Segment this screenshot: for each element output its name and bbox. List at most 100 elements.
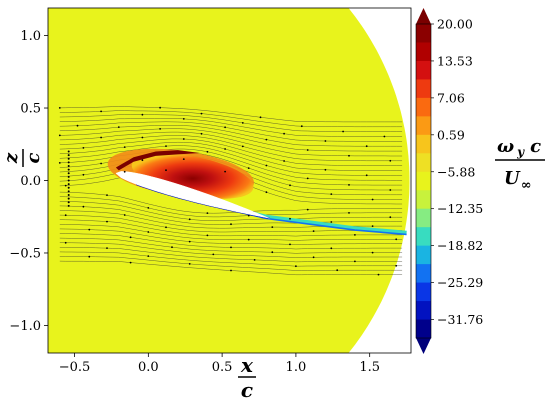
colorbar: 20.00 13.53 7.06 0.59 −5.88 −12.35 −18.82 −25.2… [415, 8, 483, 354]
streamline [59, 196, 403, 218]
streamline-marker [206, 234, 209, 237]
streamline-marker [389, 189, 392, 191]
streamline [59, 114, 403, 132]
streamline-marker [348, 184, 350, 186]
streamline-marker [188, 240, 191, 243]
streamline [59, 131, 403, 157]
streamline-marker [354, 260, 356, 263]
colorbar-band [416, 42, 431, 62]
streamline-marker [147, 231, 150, 233]
streamline-marker [206, 150, 209, 153]
y-tick-label: 1.0 [20, 29, 41, 44]
streamline [59, 256, 403, 271]
streamline-marker [383, 135, 386, 138]
streamline-marker [224, 170, 227, 173]
streamline-marker [165, 145, 167, 148]
streamline-marker [67, 157, 70, 160]
colorbar-band [416, 24, 431, 44]
streamline-marker [271, 251, 274, 254]
streamline-marker [182, 158, 185, 161]
streamline [59, 138, 403, 166]
y-tick-label: 0.5 [20, 102, 41, 117]
streamline [59, 191, 403, 214]
y-axis-label-denominator: c [23, 152, 44, 163]
streamline-marker [348, 154, 350, 157]
streamlines [59, 106, 403, 276]
streamline-marker [271, 226, 274, 229]
streamline-marker [342, 130, 344, 133]
streamline [59, 237, 403, 254]
streamline-marker [283, 132, 285, 135]
streamline-marker [230, 246, 232, 249]
streamline-marker [82, 205, 85, 208]
streamline-marker [365, 145, 368, 148]
colorbar-band [416, 97, 431, 117]
colorbar-band [416, 301, 431, 321]
streamline-marker [188, 218, 191, 221]
y-axis-label-numerator: z [1, 152, 22, 164]
colorbar-tick-label: −18.82 [437, 238, 483, 253]
streamline-marker [389, 216, 392, 219]
streamline-marker [141, 159, 144, 162]
x-tick-label: 1.5 [359, 360, 380, 375]
colorbar-label-subscript-y: y [516, 145, 525, 159]
streamline-marker [165, 169, 167, 172]
streamline-marker [171, 246, 173, 249]
streamline-marker [67, 197, 70, 200]
streamline-marker [300, 125, 303, 128]
airfoil-body [115, 171, 270, 219]
streamline-marker [324, 140, 327, 142]
colorbar-min-extension [416, 338, 431, 354]
streamline-marker [371, 225, 374, 228]
streamline [59, 125, 403, 147]
streamline-marker [253, 259, 256, 261]
streamline [59, 110, 403, 128]
streamline-marker [82, 173, 85, 176]
streamline-marker [330, 247, 333, 250]
streamline-marker [100, 136, 102, 139]
streamline-marker [312, 230, 315, 233]
streamline-marker [348, 212, 350, 214]
y-axis-label: z c [1, 149, 44, 167]
colorbar-label-omega: ω [497, 136, 514, 157]
streamline-marker [230, 269, 232, 272]
streamline [59, 106, 403, 123]
streamline-marker [265, 138, 268, 141]
streamline-marker [395, 238, 398, 241]
colorbar-tick-label: −12.35 [437, 201, 483, 216]
streamline-marker [159, 106, 162, 109]
x-tick-label: 1.0 [286, 360, 307, 375]
streamline-marker [371, 251, 374, 254]
streamline-marker [188, 263, 191, 265]
streamline-marker [67, 161, 70, 164]
streamline-marker [67, 150, 70, 153]
colorbar-ticks: 20.00 13.53 7.06 0.59 −5.88 −12.35 −18.82 −25.2… [431, 17, 483, 327]
streamline-marker [306, 149, 309, 151]
streamline-marker [147, 207, 150, 209]
colorbar-band [416, 264, 431, 284]
streamline-marker [67, 168, 70, 171]
streamline [59, 121, 403, 142]
streamline-marker [67, 154, 70, 157]
streamline [59, 201, 403, 221]
streamline-marker [200, 132, 203, 135]
streamline-marker [224, 126, 227, 129]
streamline-marker [88, 228, 91, 231]
streamline-marker [265, 191, 268, 194]
streamline [59, 145, 403, 176]
streamline-marker [289, 217, 291, 220]
streamline-marker [371, 198, 374, 201]
streamline-marker [141, 136, 144, 139]
colorbar-band [416, 116, 431, 136]
streamline-marker [67, 204, 70, 207]
streamline-marker [247, 238, 250, 241]
streamline-marker [200, 112, 203, 115]
streamline-marker [283, 160, 285, 162]
x-axis-label: x c [238, 353, 256, 402]
y-tick-label: 0.0 [20, 174, 41, 189]
streamline-marker [106, 247, 108, 250]
colorbar-label-infinity: ∞ [521, 178, 532, 193]
plot-area [47, 7, 412, 354]
